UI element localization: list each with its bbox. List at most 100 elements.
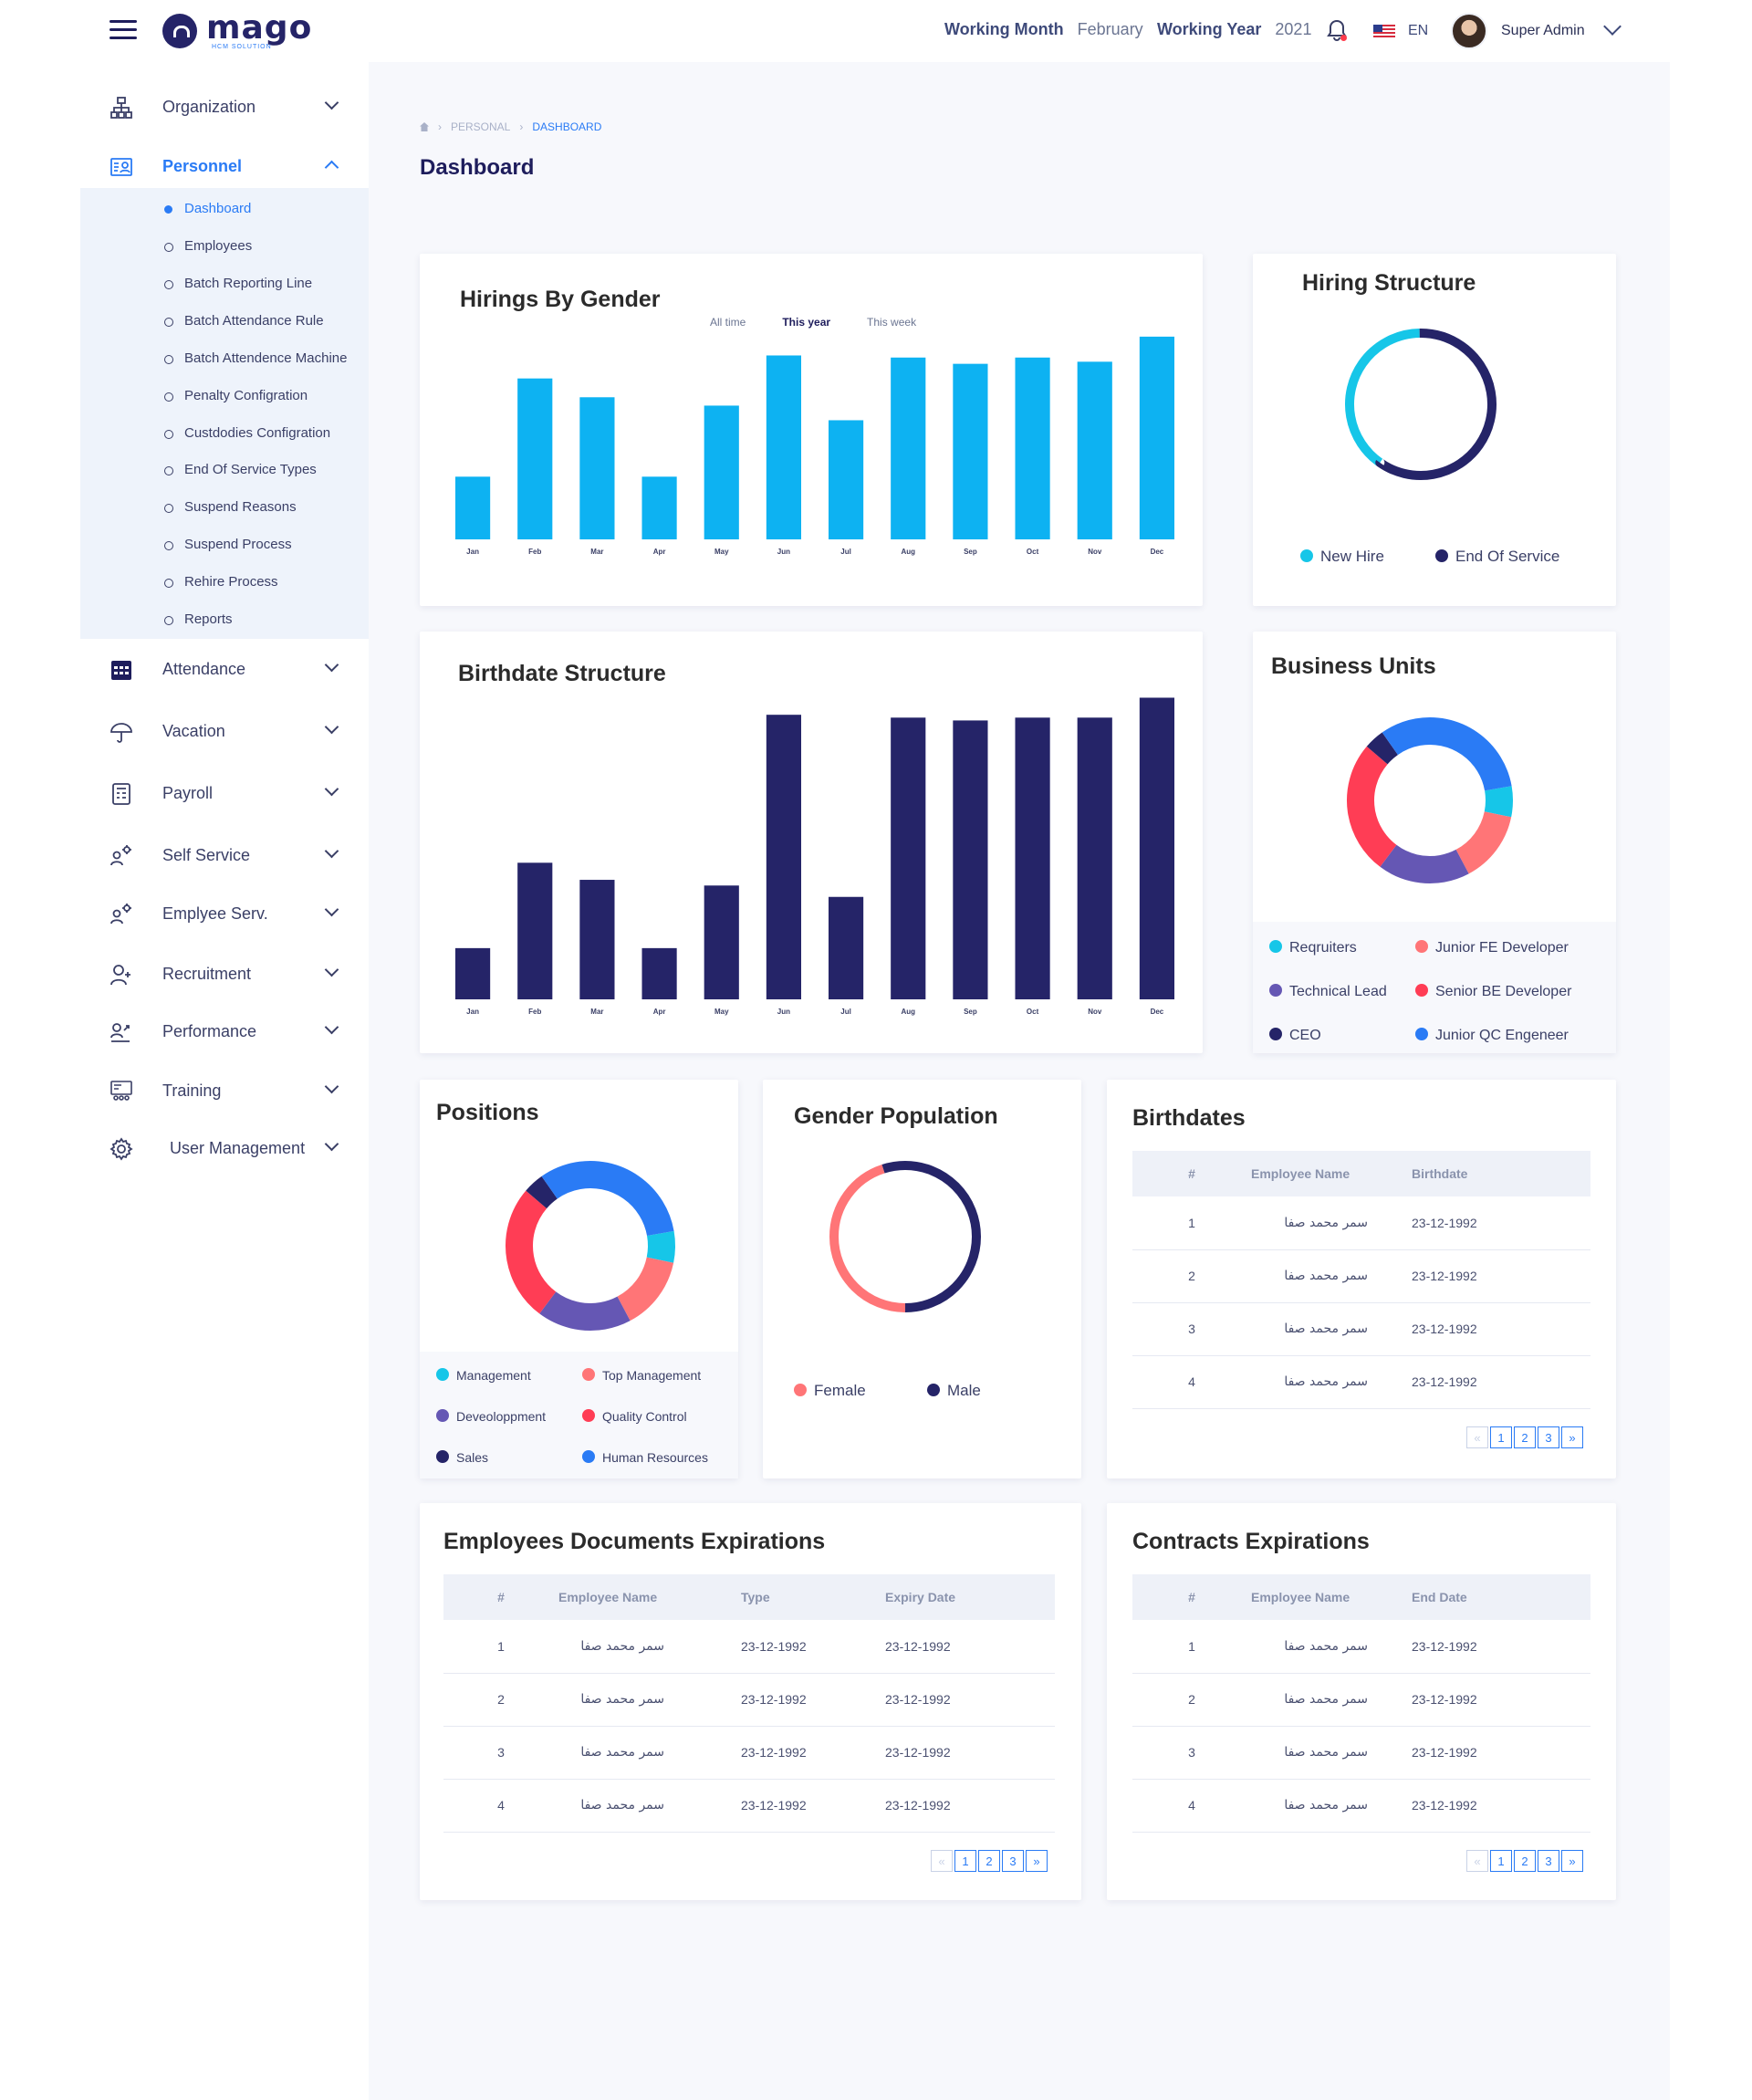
bar-dec[interactable] (1139, 336, 1175, 539)
table-row[interactable]: 1 سمر محمد صفا 23-12-1992 23-12-1992 (443, 1620, 1055, 1674)
user-name[interactable]: Super Admin (1501, 23, 1585, 38)
submenu-item-custdodies-configration[interactable]: Custdodies Configration (164, 425, 330, 453)
sidebar-item-emplyee-serv[interactable]: Emplyee Serv. (80, 895, 354, 932)
bar-apr[interactable] (641, 947, 677, 999)
slice-deveoloppment[interactable] (506, 1161, 675, 1331)
sidebar-item-vacation[interactable]: Vacation (80, 713, 354, 749)
page-button-3[interactable]: 3 (1538, 1426, 1559, 1448)
page-button-1[interactable]: 1 (1490, 1426, 1512, 1448)
next-page-button[interactable]: » (1026, 1850, 1048, 1872)
sidebar-item-performance[interactable]: Performance (80, 1013, 354, 1050)
submenu-item-batch-attendance-rule[interactable]: Batch Attendance Rule (164, 313, 324, 340)
bar-mar[interactable] (579, 397, 615, 539)
submenu-item-dashboard[interactable]: Dashboard (164, 201, 251, 228)
table-row[interactable]: 2 سمر محمد صفا 23-12-1992 (1132, 1673, 1590, 1727)
table-row[interactable]: 1 سمر محمد صفا 23-12-1992 (1132, 1620, 1590, 1674)
sidebar-item-training[interactable]: Training (80, 1072, 354, 1109)
sidebar-item-label: Performance (162, 1022, 257, 1040)
slice-junior-qc-engeneer[interactable] (1347, 717, 1513, 883)
bar-jul[interactable] (828, 896, 864, 999)
home-icon[interactable] (420, 122, 429, 131)
table-row[interactable]: 3 سمر محمد صفا 23-12-1992 (1132, 1302, 1590, 1356)
bar-sep[interactable] (953, 363, 988, 539)
table-row[interactable]: 3 سمر محمد صفا 23-12-1992 23-12-1992 (443, 1726, 1055, 1780)
bar-jul[interactable] (828, 420, 864, 539)
page-button-2[interactable]: 2 (1514, 1426, 1536, 1448)
page-button-3[interactable]: 3 (1002, 1850, 1024, 1872)
bar-jun[interactable] (766, 715, 802, 999)
bar-mar[interactable] (579, 880, 615, 999)
bar-apr[interactable] (641, 476, 677, 539)
working-month[interactable]: Working Month February (944, 20, 1143, 39)
table-row[interactable]: 3 سمر محمد صفا 23-12-1992 (1132, 1726, 1590, 1780)
submenu-item-penalty-configration[interactable]: Penalty Configration (164, 388, 308, 415)
logo[interactable]: mago HCM SOLUTION (162, 7, 312, 55)
submenu-item-suspend-reasons[interactable]: Suspend Reasons (164, 499, 297, 527)
table-row[interactable]: 2 سمر محمد صفا 23-12-1992 23-12-1992 (443, 1673, 1055, 1727)
sidebar-item-organization[interactable]: Organization (80, 89, 354, 125)
slice-end-of-service[interactable] (1321, 305, 1519, 503)
page-button-1[interactable]: 1 (1490, 1850, 1512, 1872)
prev-page-button[interactable]: « (931, 1850, 953, 1872)
working-year[interactable]: Working Year 2021 (1157, 20, 1311, 39)
bar-oct[interactable] (1015, 357, 1050, 539)
bar-jan[interactable] (454, 476, 491, 539)
circle-icon (164, 579, 173, 588)
language-selector[interactable]: EN (1408, 23, 1429, 38)
sidebar-item-self-service[interactable]: Self Service (80, 837, 354, 873)
bar-aug[interactable] (891, 357, 926, 539)
submenu-item-suspend-process[interactable]: Suspend Process (164, 537, 292, 564)
page-button-1[interactable]: 1 (954, 1850, 976, 1872)
slice-technical-lead[interactable] (1347, 717, 1513, 883)
next-page-button[interactable]: » (1561, 1850, 1583, 1872)
submenu-item-end-of-service-types[interactable]: End Of Service Types (164, 462, 317, 489)
bar-dec[interactable] (1139, 697, 1175, 999)
bar-aug[interactable] (891, 717, 926, 999)
submenu-item-reports[interactable]: Reports (164, 611, 233, 639)
next-page-button[interactable]: » (1561, 1426, 1583, 1448)
bar-may[interactable] (704, 405, 739, 539)
bar-feb[interactable] (517, 378, 553, 539)
page-button-2[interactable]: 2 (1514, 1850, 1536, 1872)
table-row[interactable]: 4 سمر محمد صفا 23-12-1992 23-12-1992 (443, 1779, 1055, 1833)
prev-page-button[interactable]: « (1466, 1426, 1488, 1448)
bar-sep[interactable] (953, 720, 988, 999)
hamburger-menu-icon[interactable] (110, 20, 137, 40)
bar-nov[interactable] (1077, 361, 1112, 539)
submenu-item-batch-reporting-line[interactable]: Batch Reporting Line (164, 276, 312, 303)
bar-oct[interactable] (1015, 717, 1050, 999)
sidebar-item-personnel[interactable]: Personnel (80, 148, 354, 184)
submenu-item-employees[interactable]: Employees (164, 238, 252, 266)
bar-feb[interactable] (517, 862, 553, 999)
bar-jun[interactable] (766, 355, 802, 539)
slice-human-resources[interactable] (506, 1161, 675, 1331)
bar-jan[interactable] (454, 947, 491, 999)
page-button-2[interactable]: 2 (978, 1850, 1000, 1872)
table-row[interactable]: 4 سمر محمد صفا 23-12-1992 (1132, 1779, 1590, 1833)
bell-icon[interactable] (1325, 18, 1349, 42)
sidebar-item-attendance[interactable]: Attendance (80, 651, 354, 687)
prev-page-button[interactable]: « (1466, 1850, 1488, 1872)
payroll-icon (110, 782, 133, 806)
sidebar-item-payroll[interactable]: Payroll (80, 775, 354, 811)
sidebar-item-recruitment[interactable]: Recruitment (80, 956, 354, 992)
tab-all-time[interactable]: All time (710, 316, 746, 329)
slice-male[interactable] (829, 1161, 981, 1312)
bar-nov[interactable] (1077, 717, 1112, 999)
tab-this-week[interactable]: This week (867, 316, 917, 329)
breadcrumb-parent[interactable]: PERSONAL (451, 120, 511, 133)
tab-this-year[interactable]: This year (782, 316, 831, 329)
slice-senior-be-developer[interactable] (1347, 717, 1513, 883)
bar-may[interactable] (704, 885, 739, 999)
sidebar-item-user-management[interactable]: User Management (80, 1130, 354, 1166)
table-row[interactable]: 2 سمر محمد صفا 23-12-1992 (1132, 1249, 1590, 1303)
submenu-item-batch-attendence-machine[interactable]: Batch Attendence Machine (164, 350, 347, 378)
table-row[interactable]: 4 سمر محمد صفا 23-12-1992 (1132, 1355, 1590, 1409)
slice-quality-control[interactable] (506, 1161, 675, 1331)
table-row[interactable]: 1 سمر محمد صفا 23-12-1992 (1132, 1196, 1590, 1250)
us-flag-icon[interactable] (1373, 25, 1395, 38)
avatar[interactable] (1451, 13, 1487, 49)
chevron-down-icon[interactable] (1603, 17, 1622, 36)
page-button-3[interactable]: 3 (1538, 1850, 1559, 1872)
submenu-item-rehire-process[interactable]: Rehire Process (164, 574, 278, 601)
